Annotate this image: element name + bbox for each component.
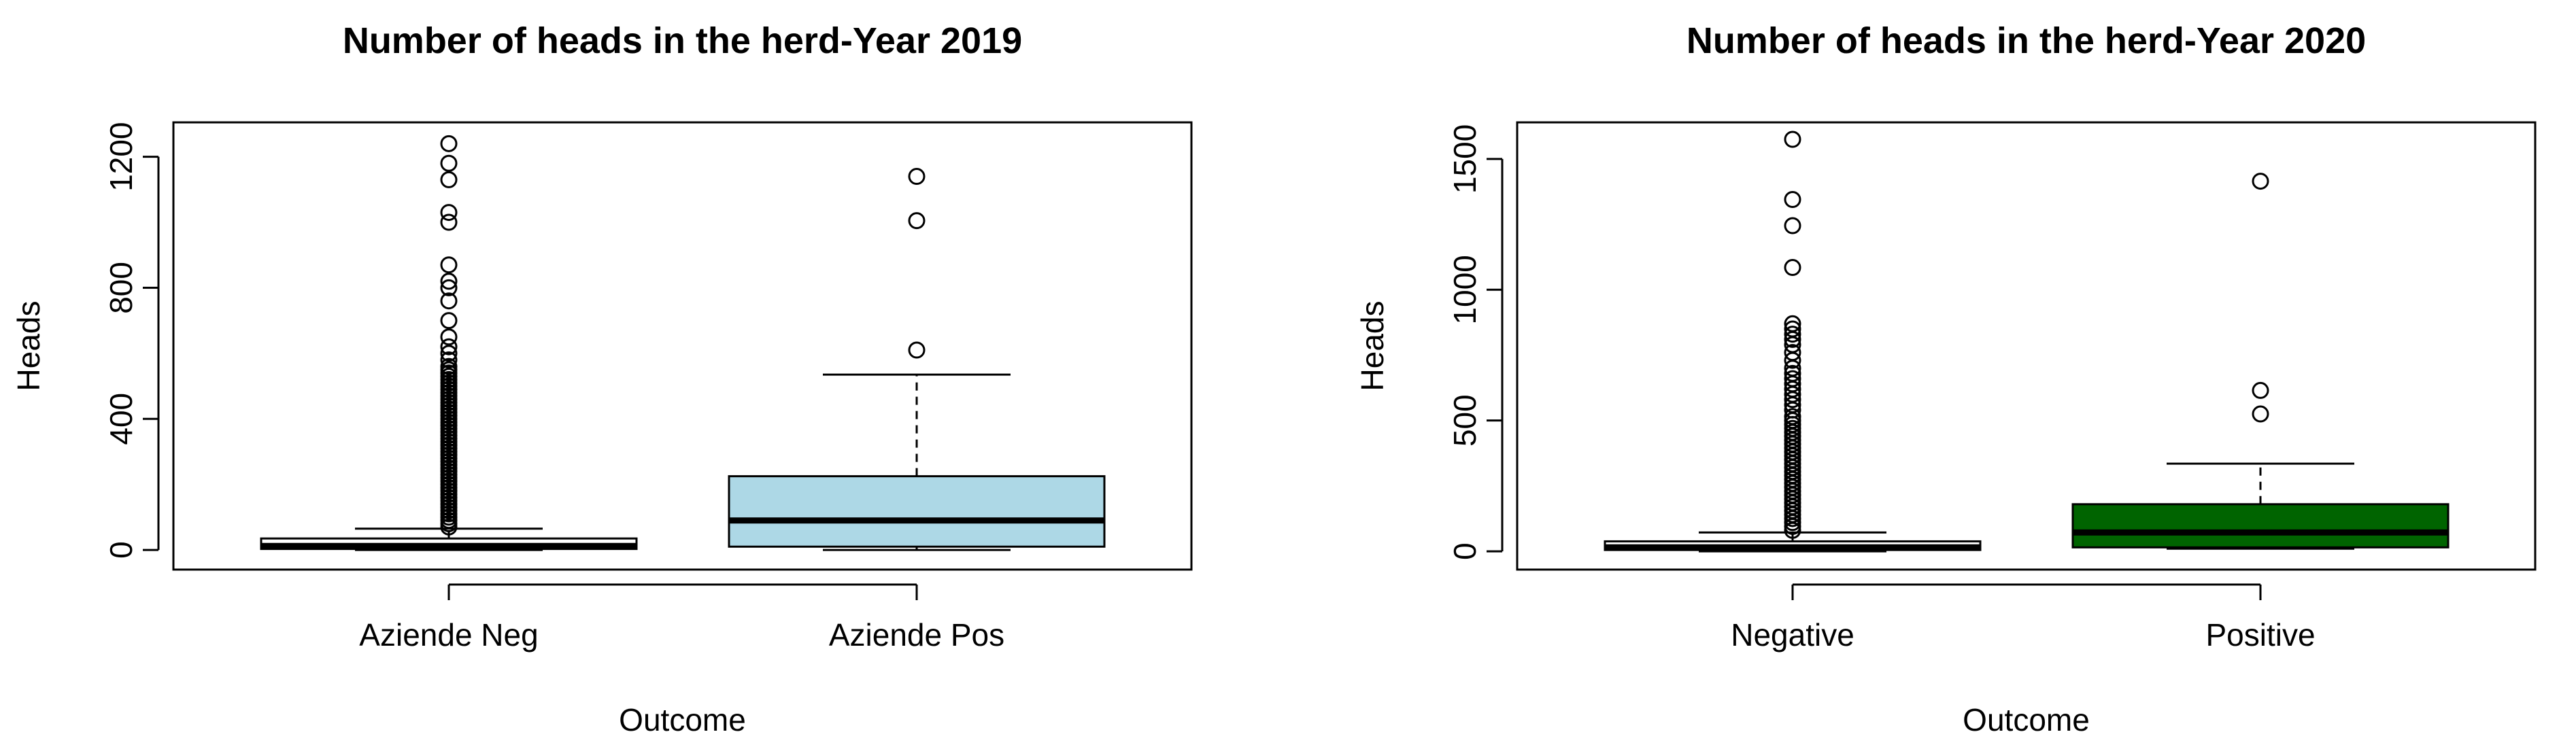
outlier-point [440, 279, 458, 296]
outlier-point [1784, 191, 1801, 209]
outlier-point [2252, 173, 2269, 190]
outlier-point [1784, 344, 1801, 362]
outlier-point [440, 171, 458, 188]
y-axis-label: Heads [11, 301, 46, 392]
outlier-point [908, 212, 926, 230]
boxplot-panel-2020: Number of heads in the herd-Year 2020 0 50… [1355, 20, 2537, 737]
y-tick-label: 1500 [1447, 124, 1482, 194]
x-axis-label: Outcome [619, 702, 746, 737]
box-aziende-neg [260, 135, 638, 551]
outlier-point [440, 204, 458, 222]
outlier-point [2252, 405, 2269, 423]
outlier-point [440, 351, 458, 368]
x-tick-label: Aziende Neg [359, 617, 538, 653]
outlier-point [440, 345, 458, 362]
outlier-point [1784, 326, 1801, 343]
chart-title: Number of heads in the herd-Year 2019 [343, 20, 1022, 61]
plot-frame [1516, 121, 2537, 571]
chart-title: Number of heads in the herd-Year 2020 [1687, 20, 2366, 61]
outlier-point [440, 154, 458, 172]
outlier-point [1784, 320, 1801, 338]
outlier-point [908, 168, 926, 186]
outlier-point [2252, 381, 2269, 399]
y-axis-label: Heads [1355, 301, 1390, 392]
plot-frame [172, 121, 1193, 571]
outlier-point [440, 292, 458, 310]
outlier-point [440, 312, 458, 330]
x-tick-label: Aziende Pos [829, 617, 1004, 653]
y-tick-label: 500 [1447, 394, 1482, 447]
box-negative [1604, 131, 1982, 553]
outlier-point [440, 328, 458, 346]
y-tick-label: 0 [1447, 542, 1482, 560]
outlier-point [440, 273, 458, 290]
outlier-point [440, 213, 458, 231]
outlier-point [1784, 217, 1801, 234]
y-tick-label: 1200 [103, 122, 139, 191]
box-aziende-pos [728, 168, 1106, 551]
iqr-box [2071, 503, 2450, 549]
outlier-point [440, 358, 458, 375]
outlier-point [1784, 259, 1801, 277]
y-tick-label: 1000 [1447, 255, 1482, 324]
outlier-point [1784, 364, 1801, 382]
outlier-point [440, 256, 458, 274]
y-tick-label: 800 [103, 262, 139, 314]
outlier-point [1784, 408, 1801, 425]
outlier-point [1784, 315, 1801, 332]
y-tick-label: 400 [103, 393, 139, 445]
box-positive [2071, 173, 2450, 550]
x-tick-label: Positive [2205, 617, 2315, 653]
outlier-point [1784, 131, 1801, 148]
x-tick-label: Negative [1731, 617, 1854, 653]
y-tick-label: 0 [103, 541, 139, 559]
outlier-point [440, 135, 458, 152]
iqr-box [728, 475, 1106, 548]
outlier-point [440, 338, 458, 355]
boxplot-panel-2019: Number of heads in the herd-Year 2019 0 40… [11, 20, 1193, 737]
outlier-point [908, 341, 926, 359]
x-axis-label: Outcome [1963, 702, 2090, 737]
outlier-point [1784, 370, 1801, 387]
